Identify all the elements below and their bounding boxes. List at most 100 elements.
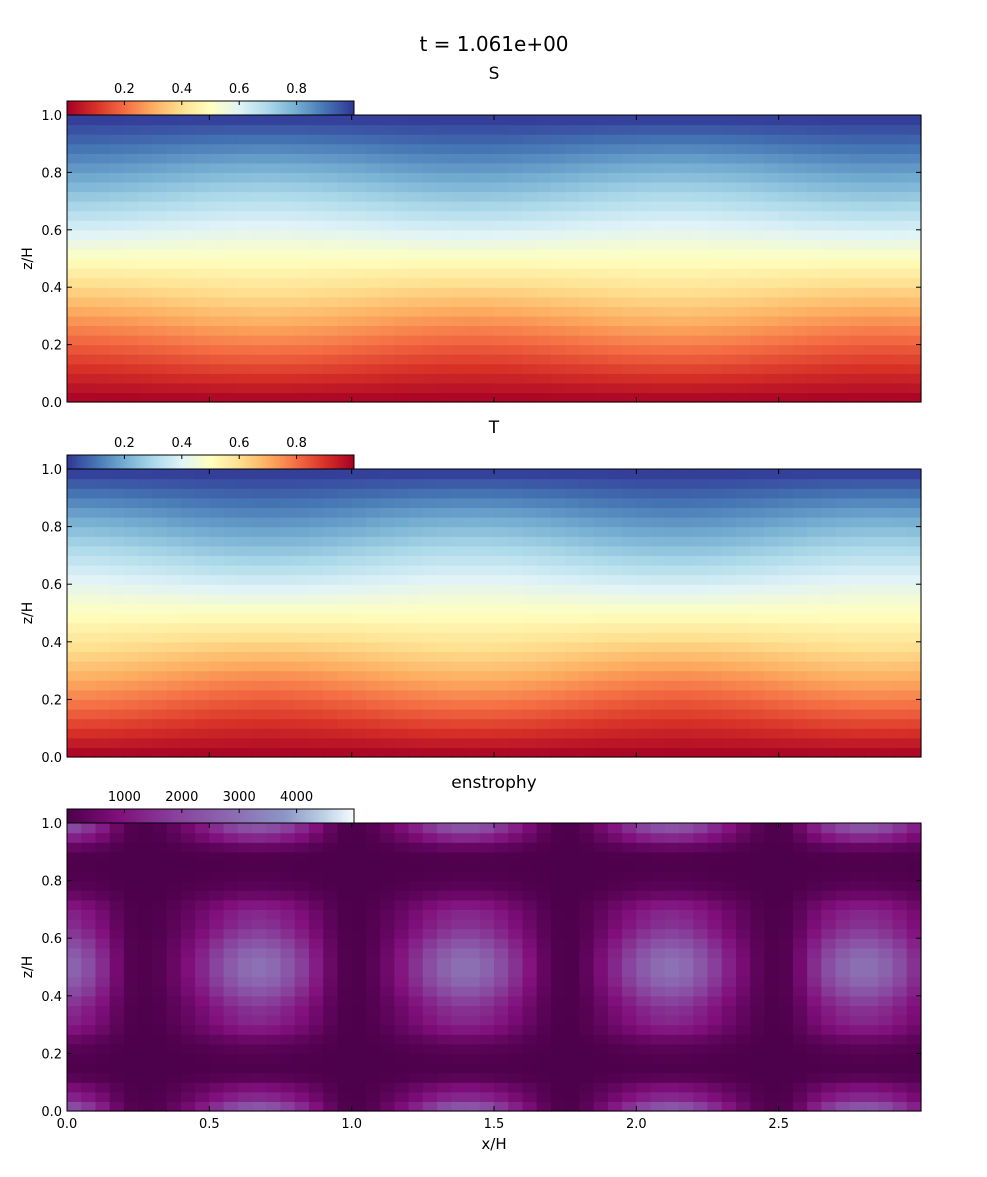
heatmap-cell — [437, 565, 452, 576]
heatmap-cell — [607, 143, 623, 154]
heatmap-cell — [408, 574, 424, 585]
heatmap-cell — [237, 670, 253, 681]
heatmap-cell — [394, 306, 410, 317]
heatmap-cell — [209, 1005, 225, 1016]
heatmap-cell — [152, 1091, 168, 1102]
heatmap-cell — [280, 153, 296, 164]
colorbar-segment — [191, 101, 195, 115]
heatmap-cell — [280, 545, 296, 556]
heatmap-cell — [195, 344, 210, 355]
heatmap-cell — [679, 526, 694, 537]
heatmap-cell — [166, 478, 182, 489]
heatmap-cell — [394, 497, 410, 508]
heatmap-cell — [465, 354, 481, 365]
heatmap-cell — [437, 632, 452, 643]
heatmap-cell — [721, 248, 737, 260]
heatmap-cell — [280, 670, 296, 681]
heatmap-cell — [123, 363, 139, 374]
heatmap-cell — [494, 507, 509, 518]
heatmap-cell — [422, 861, 438, 872]
colorbar-segment — [186, 455, 190, 469]
heatmap-cell — [67, 574, 82, 585]
heatmap-cell — [764, 622, 780, 633]
heatmap-cell — [266, 545, 282, 556]
heatmap-cell — [522, 229, 538, 240]
heatmap-cell — [422, 363, 438, 374]
heatmap-cell — [721, 115, 737, 126]
heatmap-cell — [764, 344, 780, 355]
heatmap-cell — [81, 938, 97, 949]
heatmap-cell — [422, 899, 438, 910]
heatmap-cell — [536, 143, 552, 154]
heatmap-cell — [437, 1005, 452, 1016]
heatmap-cell — [109, 890, 125, 901]
heatmap-cell — [266, 823, 282, 834]
heatmap-cell — [906, 593, 922, 604]
heatmap-cell — [180, 823, 196, 834]
heatmap-cell — [721, 555, 737, 566]
heatmap-cell — [494, 851, 509, 862]
heatmap-cell — [792, 641, 808, 652]
heatmap-cell — [123, 699, 139, 710]
heatmap-cell — [607, 344, 623, 355]
heatmap-cell — [152, 526, 168, 537]
heatmap-cell — [864, 181, 879, 193]
heatmap-cell — [81, 382, 97, 394]
heatmap-cell — [294, 957, 310, 968]
heatmap-cell — [223, 1024, 239, 1035]
heatmap-cell — [380, 986, 395, 997]
heatmap-cell — [451, 622, 467, 633]
heatmap-cell — [95, 507, 111, 518]
heatmap-cell — [138, 172, 153, 183]
heatmap-cell — [308, 1063, 324, 1074]
colorbar-segment — [303, 455, 307, 469]
heatmap-cell — [593, 277, 609, 288]
heatmap-cell — [792, 469, 808, 480]
heatmap-cell — [821, 526, 837, 537]
heatmap-cell — [166, 947, 182, 958]
heatmap-cell — [522, 210, 538, 221]
heatmap-cell — [422, 947, 438, 958]
heatmap-cell — [408, 363, 424, 374]
heatmap-cell — [508, 373, 524, 384]
heatmap-cell — [764, 201, 780, 212]
heatmap-cell — [337, 565, 353, 576]
heatmap-cell — [422, 268, 438, 279]
heatmap-cell — [792, 201, 808, 212]
heatmap-cell — [252, 680, 267, 691]
heatmap-cell — [536, 986, 552, 997]
colorbar-segment — [141, 101, 145, 115]
heatmap-cell — [522, 851, 538, 862]
heatmap-cell — [209, 976, 225, 987]
heatmap-cell — [508, 210, 524, 221]
heatmap-cell — [479, 124, 495, 135]
heatmap-cell — [180, 344, 196, 355]
colorbar-segment — [78, 101, 82, 115]
heatmap-cell — [892, 497, 908, 508]
heatmap-cell — [67, 832, 82, 843]
heatmap-cell — [237, 947, 253, 958]
heatmap-cell — [109, 603, 125, 614]
heatmap-cell — [494, 153, 509, 164]
heatmap-cell — [522, 832, 538, 843]
heatmap-cell — [593, 268, 609, 279]
heatmap-cell — [864, 709, 879, 720]
heatmap-cell — [721, 296, 737, 307]
heatmap-cell — [195, 1063, 210, 1074]
heatmap-cell — [835, 354, 851, 365]
heatmap-cell — [209, 1063, 225, 1074]
heatmap-cell — [707, 201, 723, 212]
heatmap-cell — [81, 919, 97, 930]
heatmap-cell — [422, 124, 438, 135]
heatmap-cell — [323, 239, 339, 250]
heatmap-cell — [223, 728, 239, 739]
heatmap-cell — [451, 565, 467, 576]
heatmap-cell — [679, 488, 694, 499]
heatmap-cell — [764, 651, 780, 662]
heatmap-cell — [351, 287, 367, 298]
heatmap-cell — [721, 201, 737, 212]
heatmap-cell — [209, 325, 225, 336]
heatmap-cell — [280, 325, 296, 336]
heatmap-cell — [337, 909, 353, 920]
heatmap-cell — [778, 536, 794, 547]
